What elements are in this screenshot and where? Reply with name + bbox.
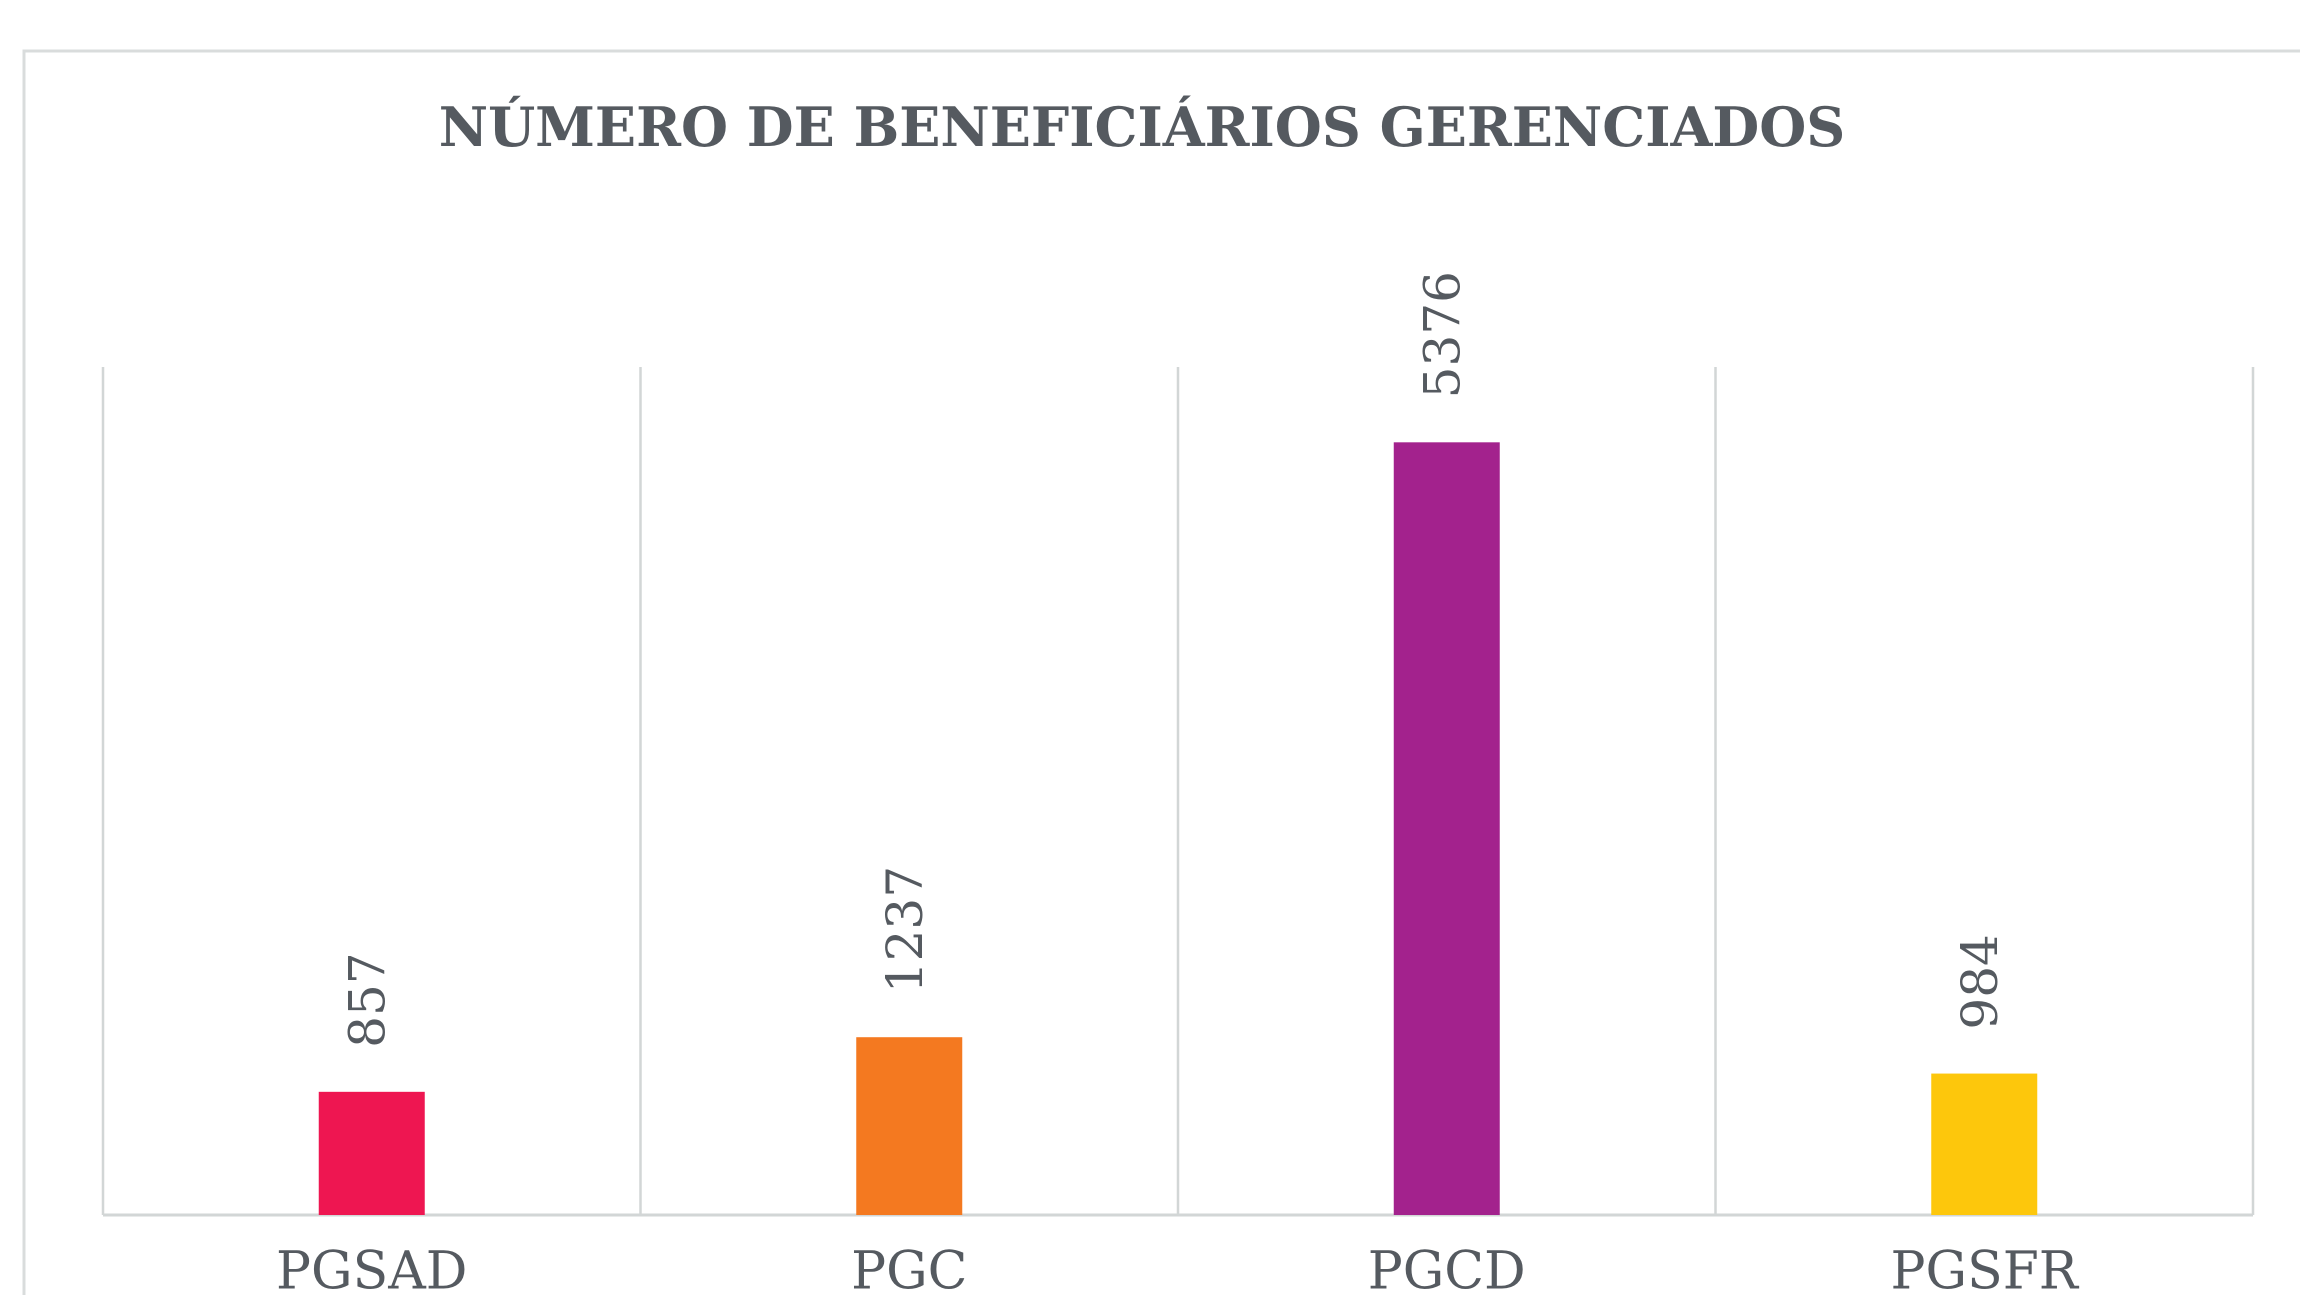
- x-tick-label: PGC: [851, 1242, 967, 1295]
- x-tick-label: PGCD: [1368, 1242, 1526, 1295]
- bar: [1931, 1073, 2038, 1215]
- value-label: 1237: [876, 866, 934, 993]
- value-label: 984: [1951, 934, 2009, 1029]
- value-label: 857: [339, 952, 397, 1047]
- value-label: 5376: [1414, 271, 1472, 398]
- bar: [856, 1037, 963, 1215]
- chart-title: NÚMERO DE BENEFICIÁRIOS GERENCIADOS: [439, 95, 1846, 159]
- x-tick-label: PGSAD: [276, 1242, 467, 1295]
- chart-frame: [22, 49, 2300, 1295]
- bar: [1393, 442, 1500, 1215]
- bar: [318, 1091, 425, 1215]
- x-tick-label: PGSFR: [1891, 1242, 2080, 1295]
